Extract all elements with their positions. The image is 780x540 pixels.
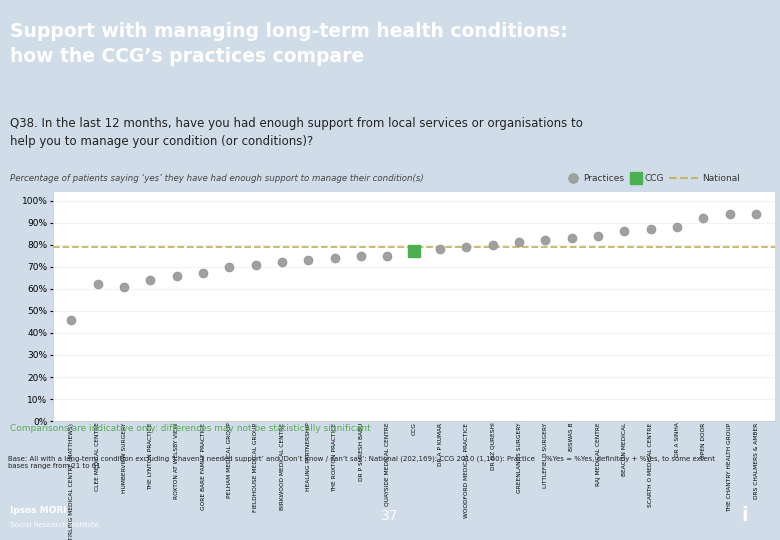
Text: CCG: CCG [644, 174, 664, 183]
Text: Q38. In the last 12 months, have you had enough support from local services or o: Q38. In the last 12 months, have you had… [10, 117, 583, 148]
Text: %Yes = %Yes, definitely + %Yes, to some extent: %Yes = %Yes, definitely + %Yes, to some … [546, 456, 715, 462]
Text: Practices: Practices [583, 174, 625, 183]
Text: Percentage of patients saying ‘yes’ they have had enough support to manage their: Percentage of patients saying ‘yes’ they… [10, 174, 424, 183]
Text: 37: 37 [381, 509, 399, 523]
Text: National: National [702, 174, 740, 183]
Text: Base: All with a long-term condition excluding ‘I haven’t needed support’ and ‘D: Base: All with a long-term condition exc… [8, 456, 534, 469]
Text: Support with managing long-term health conditions:
how the CCG’s practices compa: Support with managing long-term health c… [10, 22, 568, 66]
Text: Comparisons are indicative only: differences may not be statistically significan: Comparisons are indicative only: differe… [10, 424, 371, 433]
Text: Ipsos MORI: Ipsos MORI [10, 506, 67, 515]
Text: Social Research Institute: Social Research Institute [10, 522, 99, 528]
Text: ©Ipsos MORI    18-042853-01 | Version 1 | Public: ©Ipsos MORI 18-042853-01 | Version 1 | P… [10, 535, 162, 540]
Text: i: i [742, 506, 748, 525]
